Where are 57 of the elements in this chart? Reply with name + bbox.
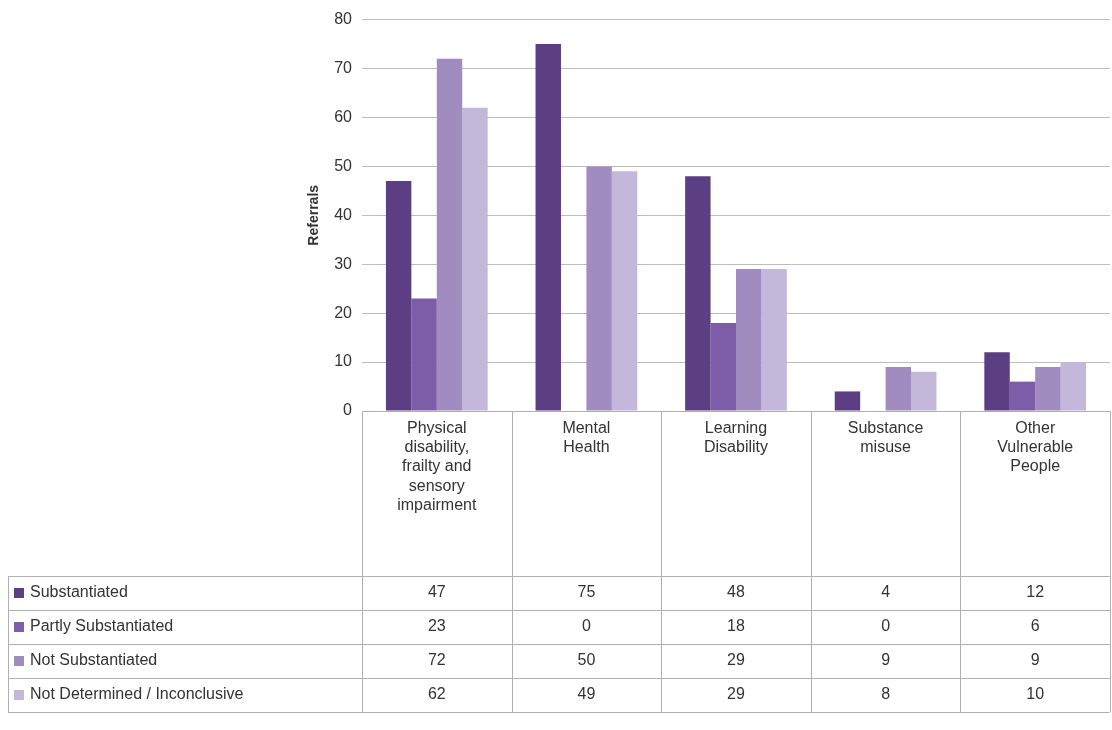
data-label: 75 <box>577 583 596 601</box>
data-label: 18 <box>727 617 745 635</box>
legend-label: Partly Substantiated <box>30 617 174 635</box>
data-label: 29 <box>727 685 745 703</box>
data-label: 72 <box>427 651 446 669</box>
x-tick-label: Mental Health <box>562 419 611 456</box>
x-tick-label: Substance misuse <box>847 419 924 456</box>
bar <box>385 181 412 411</box>
data-label: 9 <box>881 651 891 669</box>
bar <box>911 371 937 411</box>
data-label: 50 <box>577 651 596 669</box>
y-axis-title: Referrals <box>305 184 322 246</box>
data-label: 8 <box>881 685 891 703</box>
data-label: 29 <box>727 651 745 669</box>
data-label: 48 <box>727 583 745 601</box>
x-tick-label: Physical disability, frailty and sensory impairment <box>397 419 477 513</box>
bar <box>535 44 561 411</box>
bar <box>586 166 612 411</box>
data-label: 23 <box>427 617 446 635</box>
data-label: 47 <box>427 583 446 601</box>
bar <box>761 269 787 411</box>
data-label: 12 <box>1026 583 1045 601</box>
bar <box>611 171 638 411</box>
bar <box>462 107 488 411</box>
y-tick-label: 80 <box>334 10 353 28</box>
y-tick-label: 10 <box>334 352 353 370</box>
y-tick-label: 50 <box>334 156 353 174</box>
bar <box>411 298 437 411</box>
data-label: 0 <box>581 617 591 635</box>
legend-label: Not Determined / Inconclusive <box>30 685 244 703</box>
data-label: 10 <box>1026 685 1045 703</box>
bar <box>436 58 463 411</box>
x-tick-label: Learning Disability <box>703 419 769 456</box>
data-label: 49 <box>577 685 596 703</box>
y-tick-label: 30 <box>334 254 353 272</box>
bar <box>736 269 762 411</box>
bar <box>885 366 912 411</box>
bar <box>984 352 1010 411</box>
bar <box>1035 366 1061 411</box>
data-label: 0 <box>881 617 891 635</box>
data-label: 6 <box>1030 617 1040 635</box>
data-label: 4 <box>881 583 891 601</box>
y-tick-label: 0 <box>343 401 353 419</box>
bar <box>1060 362 1087 411</box>
legend-label: Substantiated <box>30 583 128 601</box>
legend-label: Not Substantiated <box>30 651 158 669</box>
y-tick-label: 40 <box>334 205 353 223</box>
data-label: 9 <box>1030 651 1040 669</box>
y-tick-label: 20 <box>334 303 353 321</box>
bar <box>1009 381 1036 411</box>
data-label: 62 <box>427 685 446 703</box>
y-tick-label: 70 <box>334 58 353 76</box>
bar <box>710 322 736 411</box>
bar <box>685 176 711 411</box>
x-tick-label: Other Vulnerable People <box>997 419 1074 475</box>
y-tick-label: 60 <box>334 107 353 125</box>
bar <box>834 391 861 411</box>
